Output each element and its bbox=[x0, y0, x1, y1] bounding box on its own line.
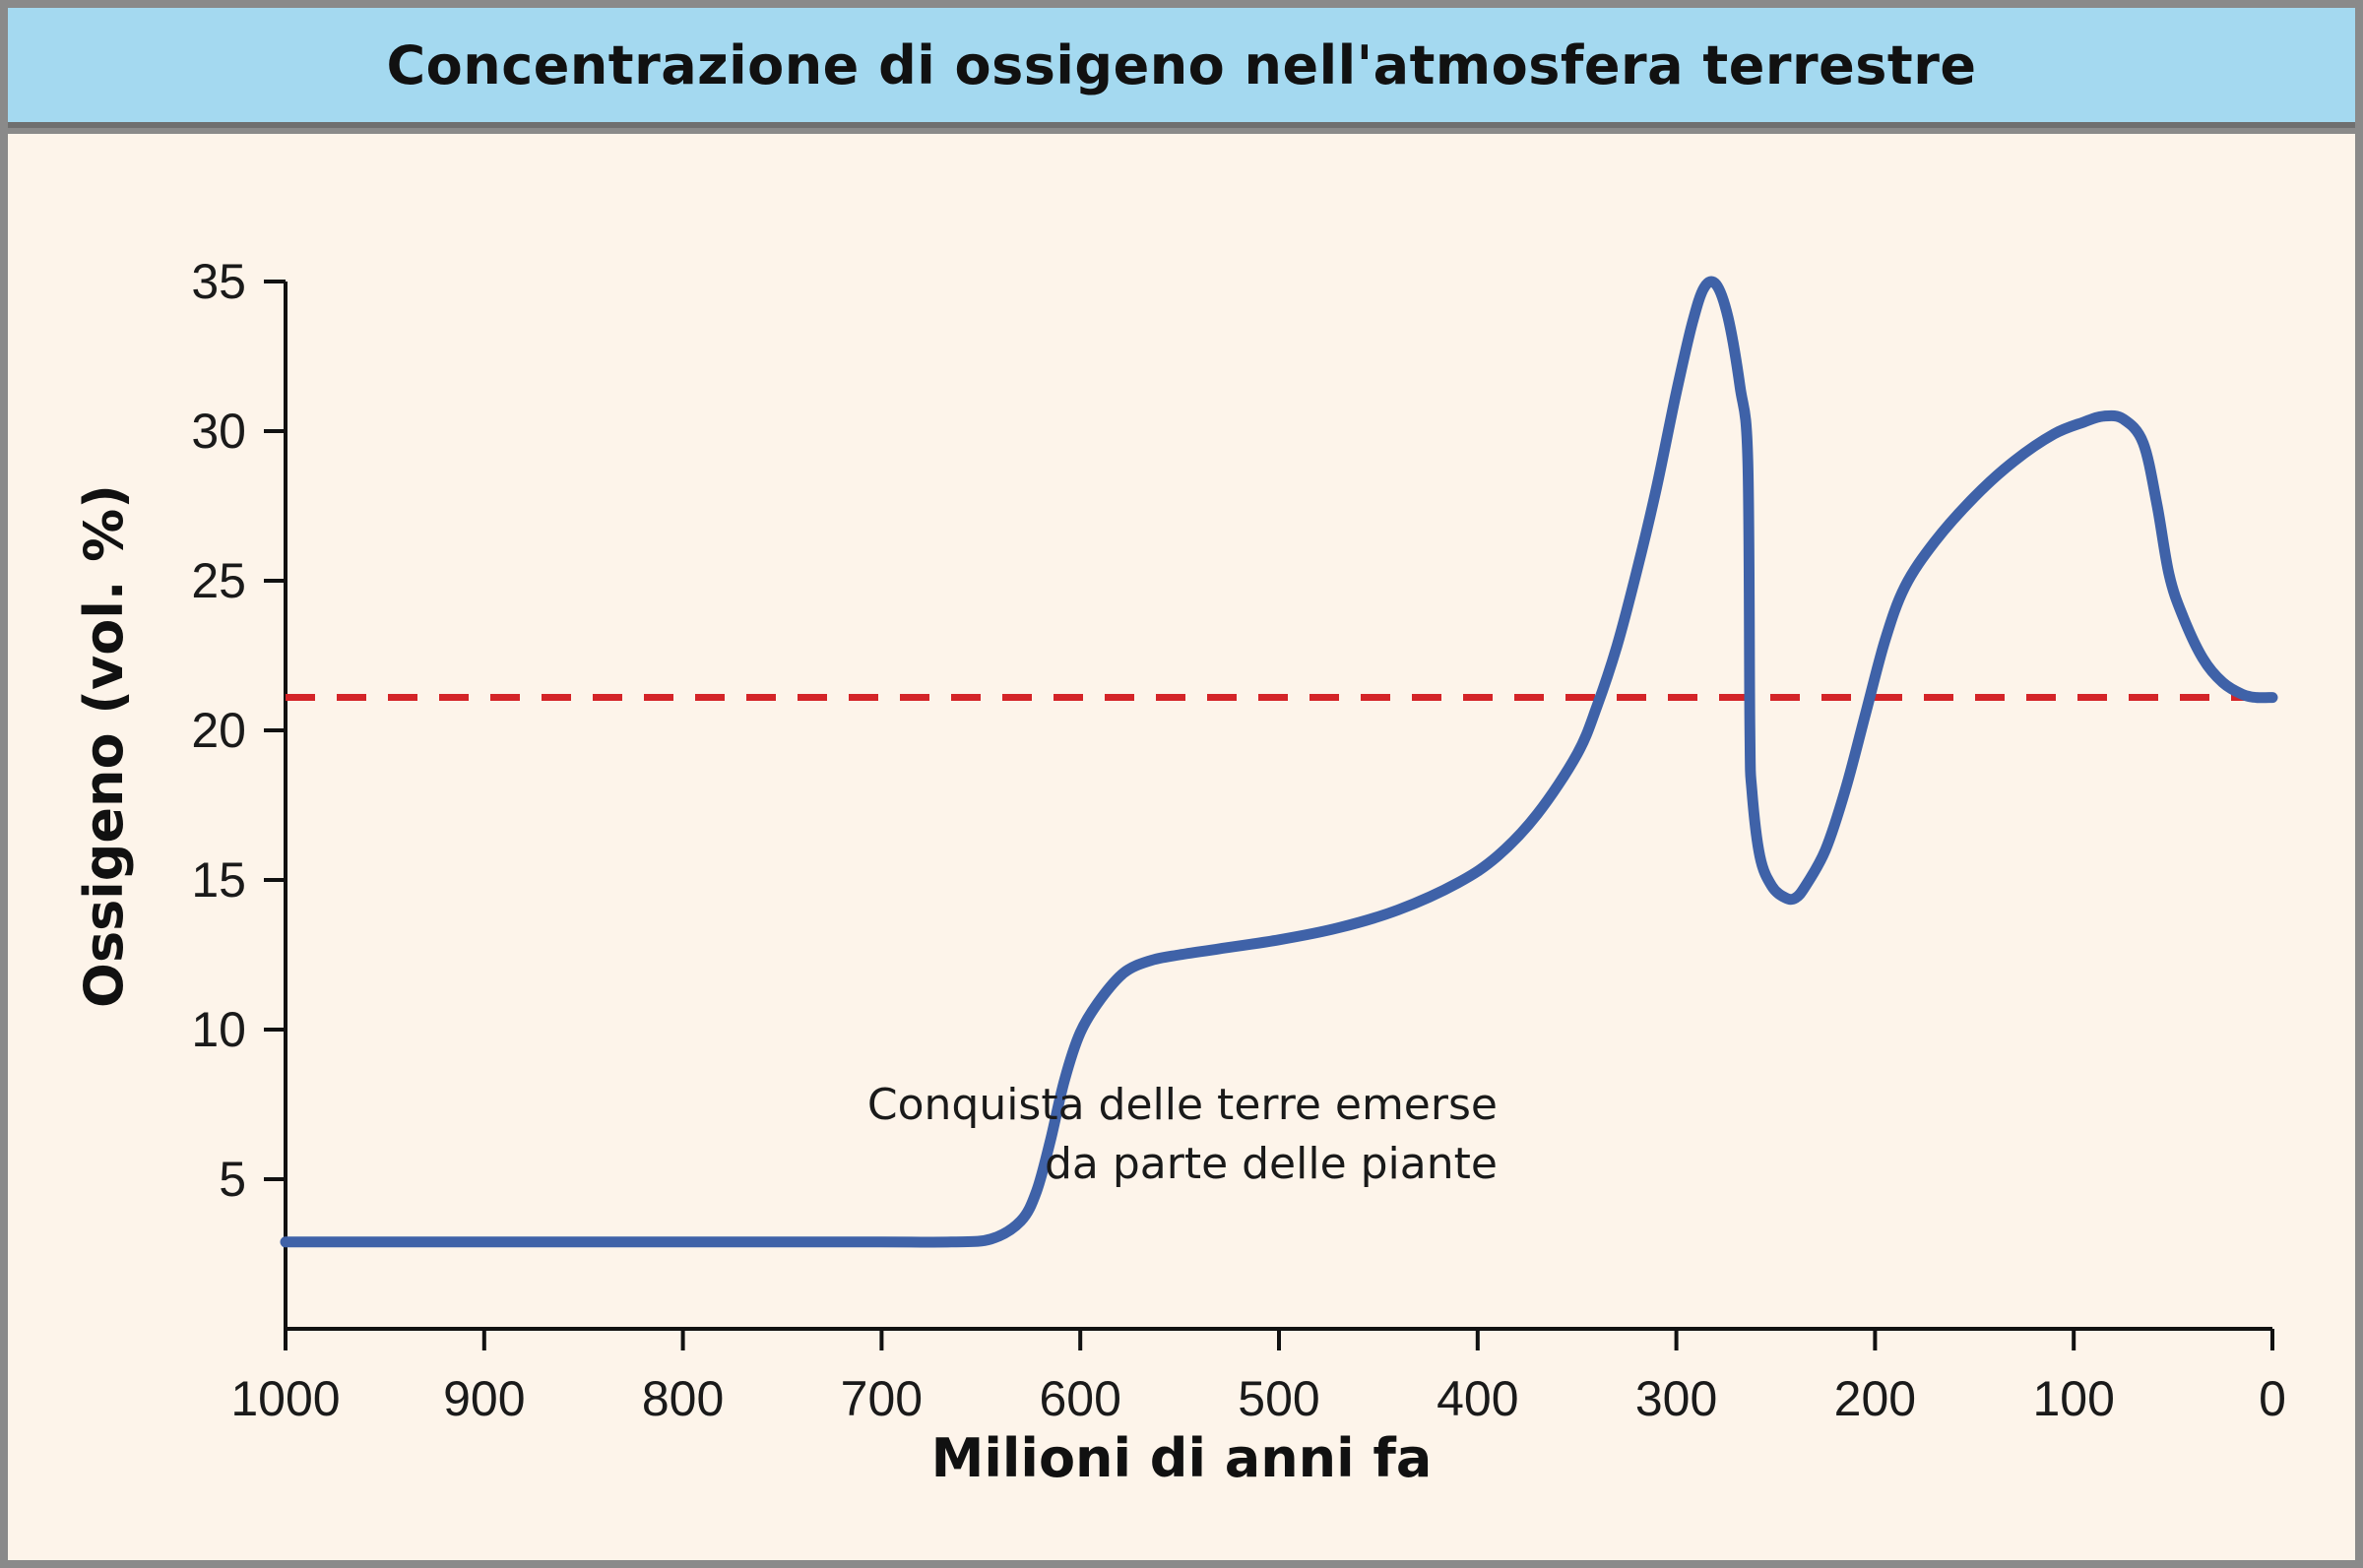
chart-header: Concentrazione di ossigeno nell'atmosfer… bbox=[8, 8, 2355, 128]
y-tick-label: 5 bbox=[219, 1152, 246, 1207]
x-axis-title: Milioni di anni fa bbox=[931, 1427, 1433, 1489]
x-tick-label: 100 bbox=[2032, 1371, 2114, 1426]
y-tick-label: 25 bbox=[191, 553, 246, 608]
series-group bbox=[280, 276, 2278, 1248]
x-tick-label: 500 bbox=[1238, 1371, 1319, 1426]
x-tick-label: 400 bbox=[1437, 1371, 1518, 1426]
y-tick-label: 15 bbox=[191, 852, 246, 908]
y-tick-label: 10 bbox=[191, 1002, 246, 1057]
annotation-text: Conquista delle terre emerse bbox=[867, 1080, 1498, 1130]
x-tick-label: 900 bbox=[443, 1371, 525, 1426]
x-tick-label: 700 bbox=[841, 1371, 923, 1426]
oxygen-series-line bbox=[280, 276, 2278, 1248]
annotation-text: da parte delle piante bbox=[1045, 1139, 1498, 1189]
y-tick-label: 30 bbox=[191, 404, 246, 459]
x-tick-label: 200 bbox=[1834, 1371, 1916, 1426]
y-tick-label: 20 bbox=[191, 703, 246, 758]
chart-title: Concentrazione di ossigeno nell'atmosfer… bbox=[386, 33, 1977, 96]
oxygen-chart: 1000 900 800 700 600 500 400 300 200 100 051015202… bbox=[73, 254, 2286, 1489]
x-tick-label: 0 bbox=[2259, 1371, 2286, 1426]
x-tick-label: 600 bbox=[1039, 1371, 1120, 1426]
y-axis-title: Ossigeno (vol. %) bbox=[73, 484, 135, 1008]
x-tick-label: 300 bbox=[1635, 1371, 1717, 1426]
axes: 1000 900 800 700 600 500 400 300 200 100 051015202… bbox=[191, 254, 2286, 1426]
x-tick-label: 1000 bbox=[230, 1371, 340, 1426]
annotations: Conquista delle terre emerse da parte del… bbox=[867, 1080, 1498, 1189]
x-tick-label: 800 bbox=[642, 1371, 724, 1426]
y-tick-label: 35 bbox=[191, 254, 246, 309]
plot-area: 1000 900 800 700 600 500 400 300 200 100 0 5 10 15 20 2… bbox=[8, 134, 2355, 1560]
